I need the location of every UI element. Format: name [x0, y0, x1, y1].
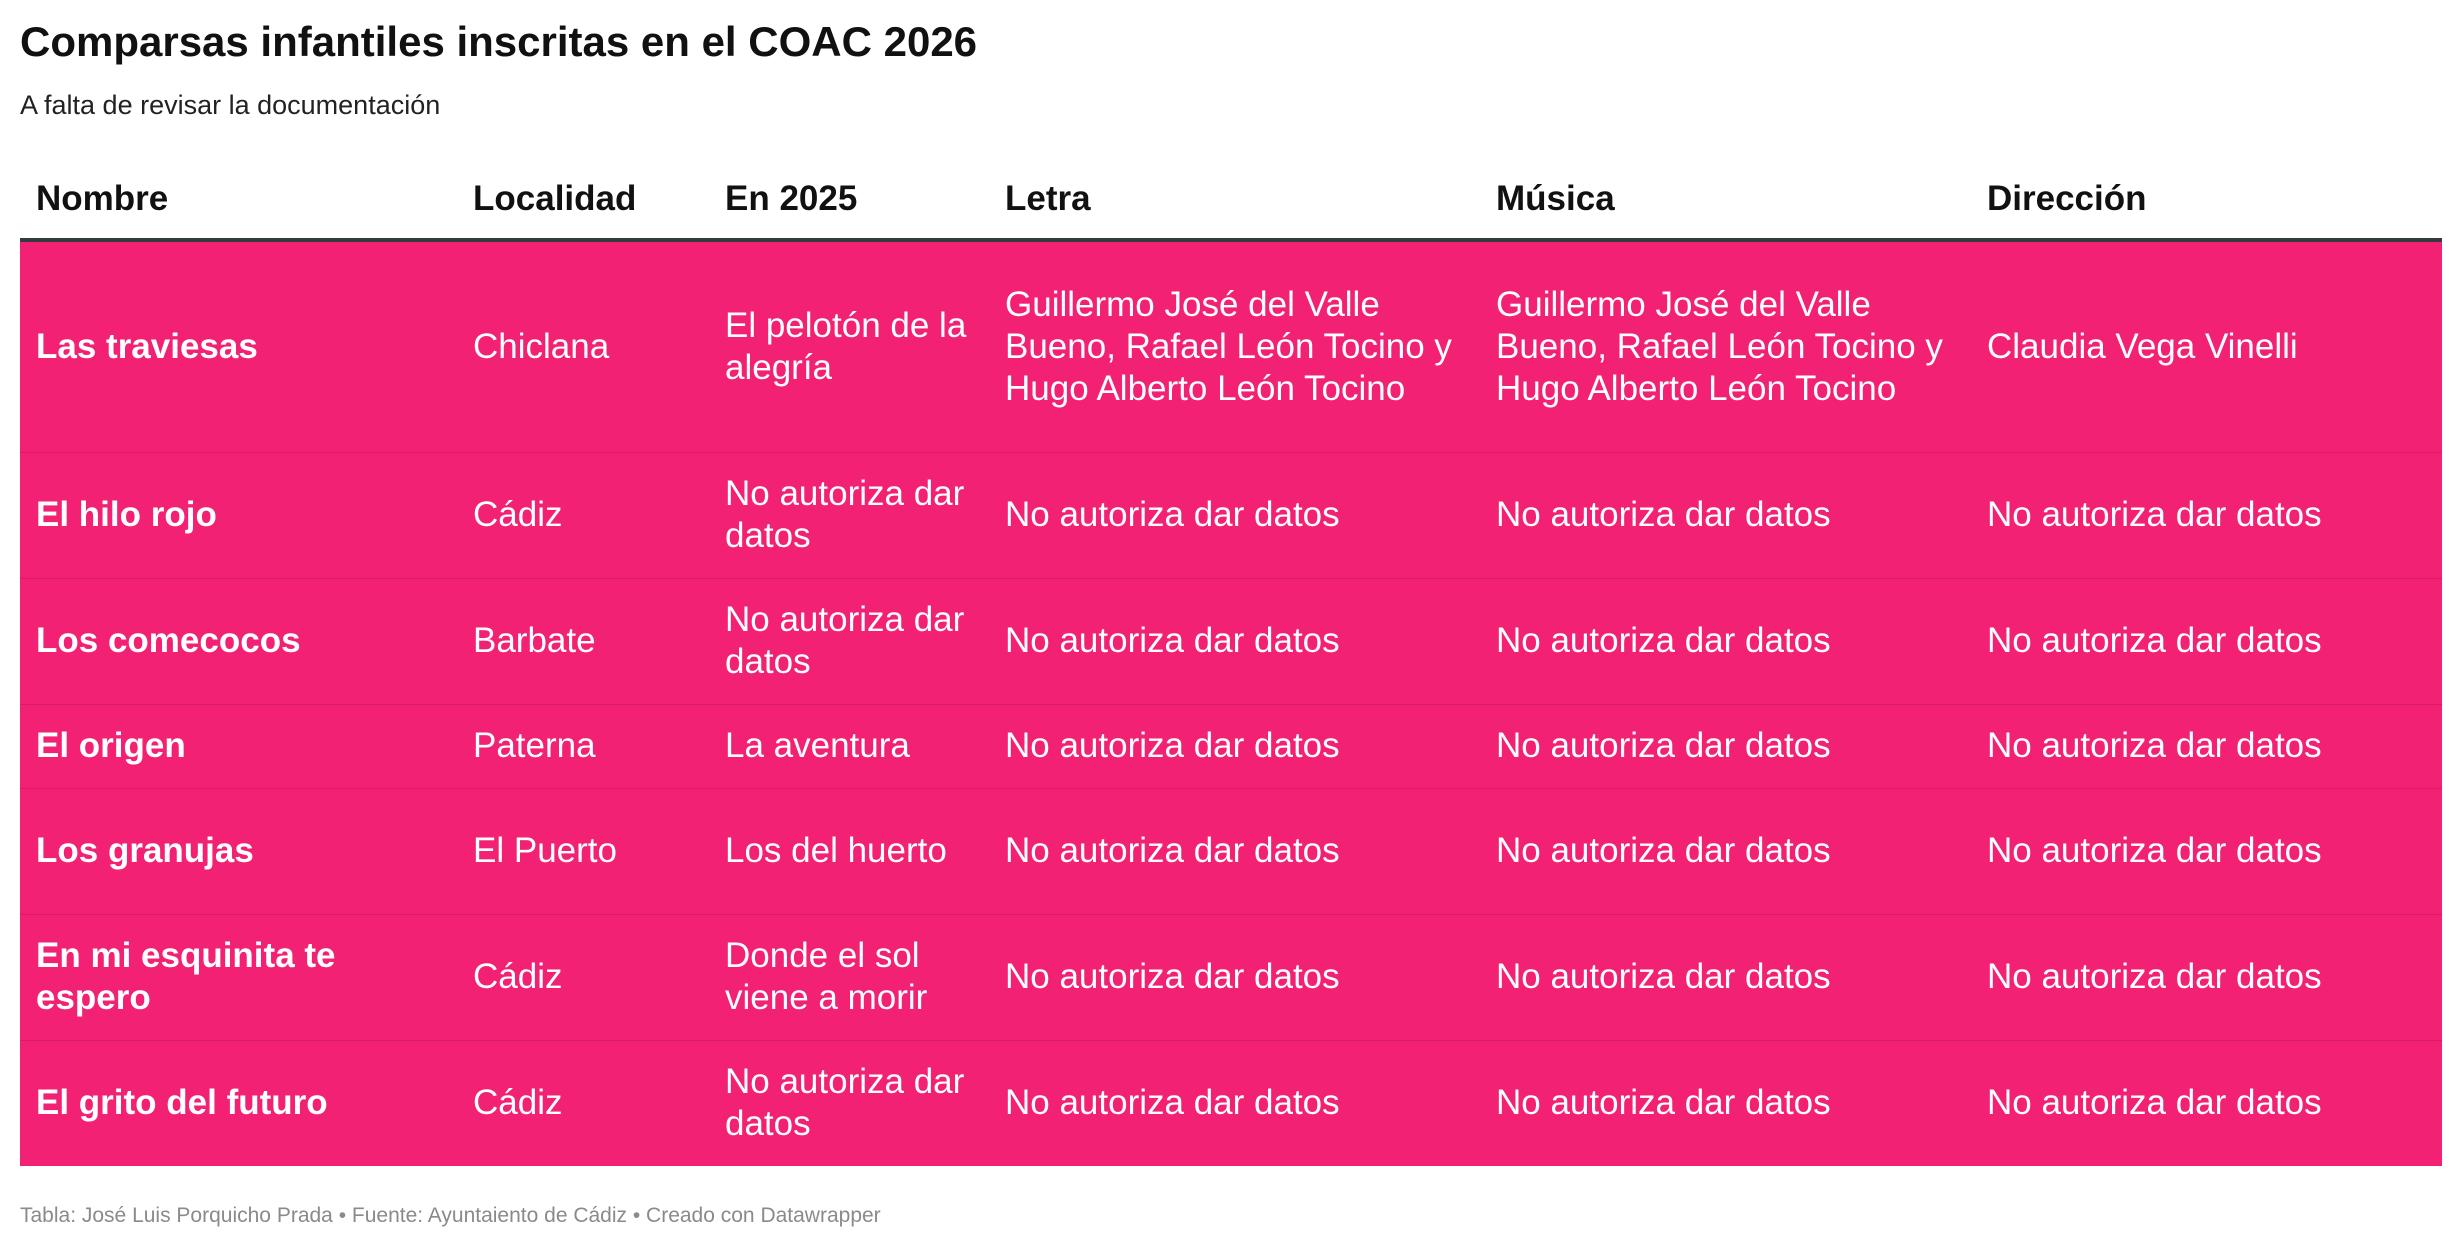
column-header-nombre[interactable]: Nombre — [20, 160, 457, 242]
cell-localidad: Chiclana — [457, 240, 709, 453]
column-header-en-2025[interactable]: En 2025 — [709, 160, 989, 242]
cell-letra: No autoriza dar datos — [1005, 1083, 1340, 1123]
cell-musica: No autoriza dar datos — [1480, 704, 1971, 789]
cell-nombre: El grito del futuro — [36, 1083, 328, 1123]
chart-subtitle: A falta de revisar la documentación — [20, 90, 441, 120]
cell-letra: No autoriza dar datos — [989, 914, 1480, 1041]
cell-en-2025: No autoriza dar datos — [709, 452, 989, 579]
table-row: Las traviesas Chiclana El pelotón de la … — [20, 240, 2442, 453]
cell-musica: No autoriza dar datos — [1480, 452, 1971, 579]
cell-en-2025: Los del huerto — [709, 788, 989, 915]
cell-direccion: Claudia Vega Vinelli — [1971, 240, 2442, 453]
cell-letra: No autoriza dar datos — [989, 704, 1480, 789]
cell-direccion: No autoriza dar datos — [1987, 1083, 2322, 1123]
cell-letra: No autoriza dar datos — [989, 452, 1480, 579]
column-header-letra[interactable]: Letra — [989, 160, 1480, 242]
cell-nombre: En mi esquinita te espero — [20, 914, 457, 1041]
cell-localidad: Cádiz — [457, 452, 709, 579]
column-header-direccion[interactable]: Dirección — [1971, 160, 2442, 242]
column-header-localidad[interactable]: Localidad — [457, 160, 709, 242]
cell-musica: No autoriza dar datos — [1480, 914, 1971, 1041]
table-row: Los granujas El Puerto Los del huerto No… — [20, 788, 2442, 915]
table-row: El hilo rojo Cádiz No autoriza dar datos… — [20, 452, 2442, 579]
cell-localidad: Cádiz — [457, 914, 709, 1041]
cell-localidad: El Puerto — [457, 788, 709, 915]
table-row: Los comecocos Barbate No autoriza dar da… — [20, 578, 2442, 705]
cell-musica: Guillermo José del Valle Bueno, Rafael L… — [1480, 240, 1971, 453]
cell-en-2025: No autoriza dar datos — [709, 578, 989, 705]
cell-direccion: No autoriza dar datos — [1971, 788, 2442, 915]
cell-en-2025: Donde el sol viene a morir — [709, 914, 989, 1041]
cell-musica: No autoriza dar datos — [1480, 578, 1971, 705]
cell-letra: No autoriza dar datos — [989, 578, 1480, 705]
cell-direccion: No autoriza dar datos — [1971, 452, 2442, 579]
table-row: El grito del futuro Cádiz No autoriza da… — [20, 1040, 2442, 1166]
cell-nombre: El hilo rojo — [20, 452, 457, 579]
data-table: Nombre Localidad En 2025 Letra Música Di… — [20, 160, 2442, 1166]
cell-localidad: Paterna — [457, 704, 709, 789]
column-header-musica[interactable]: Música — [1480, 160, 1971, 242]
cell-direccion: No autoriza dar datos — [1971, 914, 2442, 1041]
cell-en-2025: No autoriza dar datos — [725, 1062, 965, 1144]
cell-musica: No autoriza dar datos — [1496, 1083, 1831, 1123]
cell-nombre: El origen — [20, 704, 457, 789]
cell-direccion: No autoriza dar datos — [1971, 578, 2442, 705]
table-row: En mi esquinita te espero Cádiz Donde el… — [20, 914, 2442, 1041]
cell-en-2025: El pelotón de la alegría — [709, 240, 989, 453]
cell-nombre: Los comecocos — [20, 578, 457, 705]
cell-nombre: Las traviesas — [20, 240, 457, 453]
cell-localidad: Cádiz — [473, 1083, 563, 1123]
cell-nombre: Los granujas — [20, 788, 457, 915]
table-row: El origen Paterna La aventura No autoriz… — [20, 704, 2442, 789]
cell-letra: Guillermo José del Valle Bueno, Rafael L… — [989, 240, 1480, 453]
table-header-row: Nombre Localidad En 2025 Letra Música Di… — [20, 160, 2442, 242]
source-footer: Tabla: José Luis Porquicho Prada • Fuent… — [20, 1204, 881, 1227]
cell-direccion: No autoriza dar datos — [1971, 704, 2442, 789]
chart-title: Comparsas infantiles inscritas en el COA… — [20, 18, 978, 65]
cell-en-2025: La aventura — [709, 704, 989, 789]
cell-localidad: Barbate — [457, 578, 709, 705]
cell-musica: No autoriza dar datos — [1480, 788, 1971, 915]
cell-letra: No autoriza dar datos — [989, 788, 1480, 915]
